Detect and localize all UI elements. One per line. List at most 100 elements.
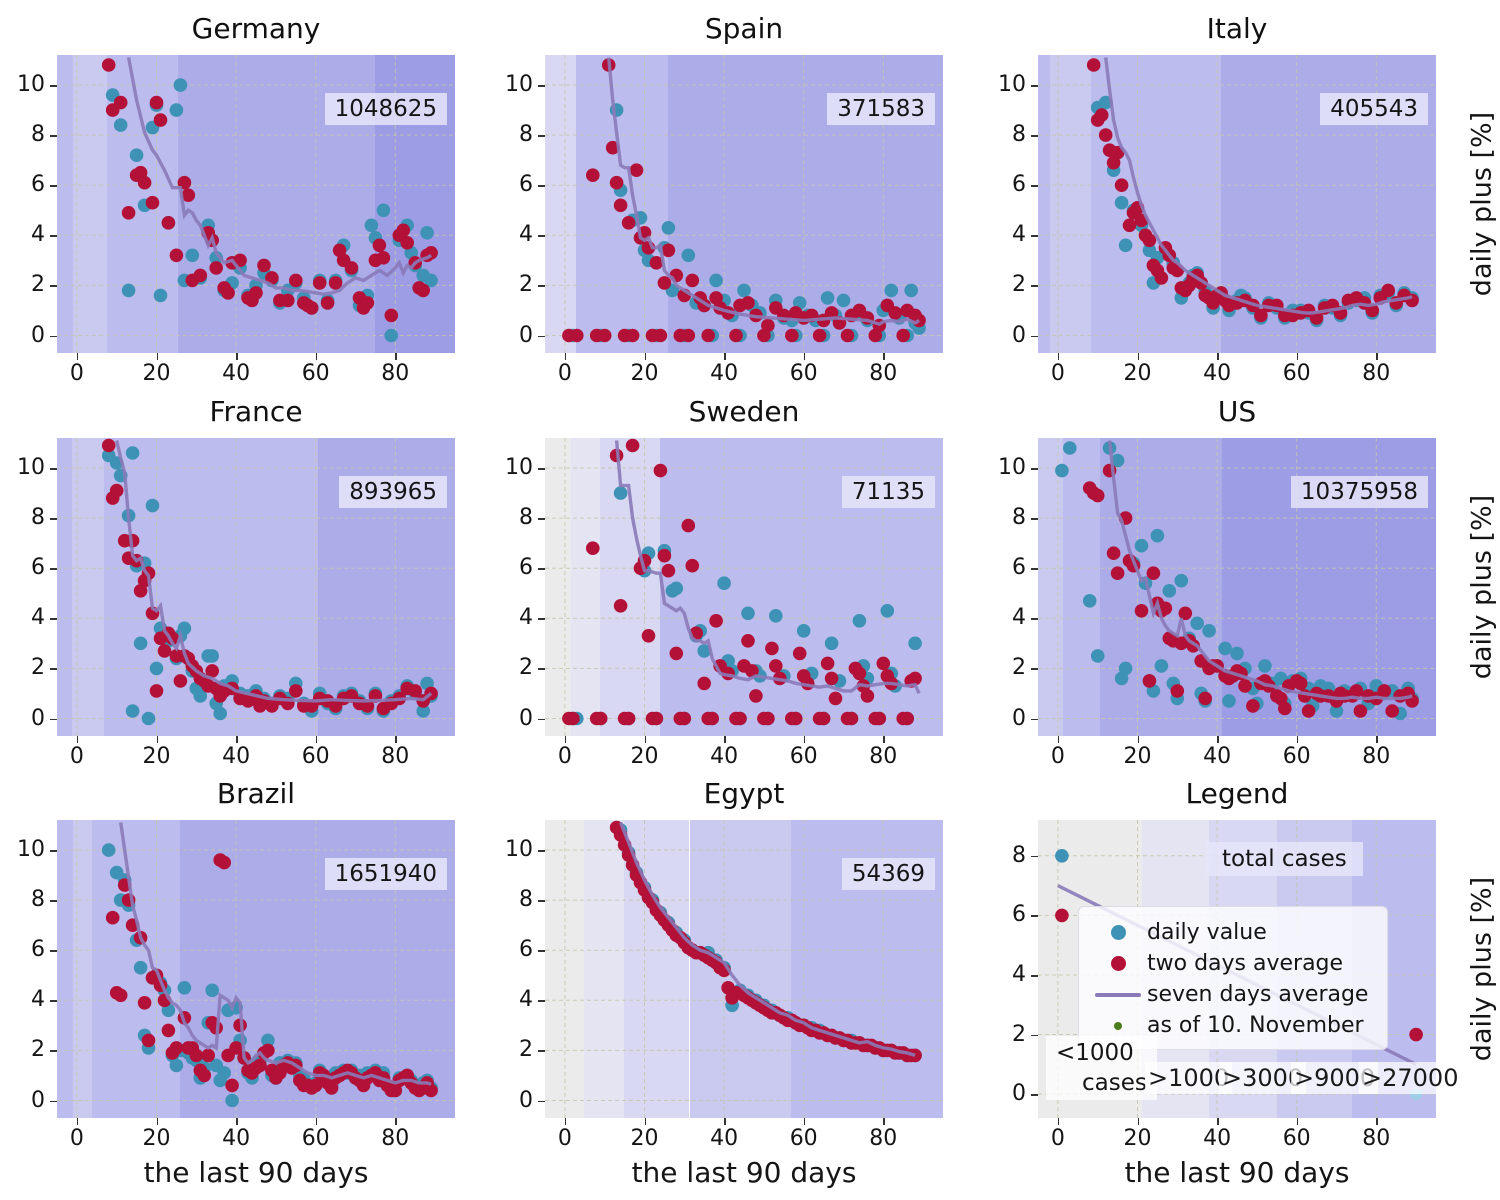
y-tick-label: 6: [519, 172, 533, 198]
x-tick-mark: [1217, 1118, 1219, 1125]
y-tick-mark: [50, 950, 57, 952]
y-tick-label: 0: [1012, 322, 1026, 348]
x-tick-mark: [883, 1118, 885, 1125]
x-tick-mark: [1376, 353, 1378, 360]
chart-title: Germany: [191, 12, 321, 45]
x-tick-label: 0: [1050, 1126, 1065, 1151]
x-tick-mark: [724, 736, 726, 743]
y-tick-label: 6: [519, 937, 533, 963]
case-threshold-band: [72, 55, 108, 353]
x-tick-label: 40: [710, 744, 739, 769]
y-tick-mark: [538, 185, 545, 187]
y-tick-mark: [538, 850, 545, 852]
y-tick-mark: [50, 1000, 57, 1002]
y-tick-mark: [50, 335, 57, 337]
case-threshold-band: [545, 438, 572, 736]
x-tick-label: 0: [69, 361, 84, 386]
y-tick-mark: [50, 618, 57, 620]
threshold-label: >27000: [1359, 1062, 1462, 1094]
x-tick-label: 60: [789, 744, 818, 769]
x-tick-mark: [236, 353, 238, 360]
plot-area: [57, 55, 455, 353]
two-day-average-dots: [562, 58, 926, 343]
x-tick-mark: [1137, 1118, 1139, 1125]
y-tick-label: 10: [998, 72, 1026, 98]
y-tick-label: 2: [31, 272, 45, 298]
x-tick-mark: [315, 1118, 318, 1125]
x-tick-label: 80: [1362, 1126, 1391, 1151]
x-tick-label: 40: [222, 361, 251, 386]
y-tick-label: 6: [1012, 172, 1026, 198]
y-tick-label: 10: [17, 837, 45, 863]
legend-entry-label: daily value: [1147, 920, 1267, 945]
x-tick-label: 40: [1203, 361, 1232, 386]
chart-title: Brazil: [216, 777, 296, 810]
y-tick-mark: [1031, 568, 1038, 570]
y-tick-mark: [50, 900, 57, 902]
legend-entry: two days average: [1089, 948, 1373, 979]
y-tick-mark: [1031, 1094, 1038, 1096]
seven-day-average-line: [119, 822, 432, 1086]
y-tick-mark: [50, 850, 57, 852]
seven-day-average-line-swatch: [1095, 992, 1141, 997]
x-tick-mark: [803, 736, 806, 743]
x-tick-mark: [315, 736, 318, 743]
x-tick-label: 80: [1362, 361, 1391, 386]
x-tick-label: 0: [69, 1126, 84, 1151]
y-tick-label: 2: [31, 1037, 45, 1063]
x-tick-mark: [803, 1118, 806, 1125]
x-axis-label: the last 90 days: [631, 1156, 857, 1189]
y-tick-mark: [50, 468, 57, 470]
x-tick-label: 20: [630, 744, 659, 769]
seven-day-average-line: [115, 440, 433, 703]
x-tick-label: 40: [710, 361, 739, 386]
chart-svg: [57, 820, 455, 1118]
x-tick-mark: [1057, 353, 1060, 360]
x-tick-label: 20: [142, 1126, 171, 1151]
y-tick-mark: [1031, 285, 1038, 287]
chart-svg: [545, 438, 943, 736]
y-tick-mark: [50, 518, 57, 520]
y-tick-mark: [1031, 335, 1038, 337]
y-tick-mark: [1031, 185, 1038, 187]
y-tick-label: 0: [1012, 705, 1026, 731]
y-tick-label: 0: [31, 705, 45, 731]
plot-area: [1038, 438, 1436, 736]
y-tick-label: 0: [31, 322, 45, 348]
y-tick-mark: [538, 718, 545, 720]
x-tick-mark: [76, 736, 79, 743]
y-tick-label: 2: [519, 1037, 533, 1063]
x-tick-label: 60: [301, 1126, 330, 1151]
case-threshold-band: [689, 820, 791, 1118]
y-tick-mark: [538, 285, 545, 287]
y-tick-mark: [50, 568, 57, 570]
y-tick-label: 8: [1012, 122, 1026, 148]
seven_day-legend-marker: [1089, 992, 1147, 997]
y-tick-label: 0: [1012, 1081, 1026, 1107]
chart-svg: [57, 438, 455, 736]
chart-title: France: [209, 395, 303, 428]
case-threshold-band: [545, 55, 576, 353]
y-tick-mark: [50, 185, 57, 187]
x-tick-mark: [236, 736, 238, 743]
under-1000-note-line2: cases: [1082, 1070, 1147, 1096]
case-threshold-band: [57, 820, 73, 1118]
x-tick-mark: [156, 1118, 158, 1125]
x-tick-label: 60: [1282, 744, 1311, 769]
y-tick-mark: [1031, 85, 1038, 87]
y-tick-label: 8: [519, 505, 533, 531]
two-day-average-dots: [1055, 908, 1423, 1042]
case-threshold-band: [571, 438, 600, 736]
case-threshold-band: [1038, 55, 1050, 353]
legend-entry: daily value: [1089, 917, 1373, 948]
x-tick-mark: [1057, 1118, 1060, 1125]
y-tick-label: 8: [519, 122, 533, 148]
x-tick-mark: [1137, 736, 1139, 743]
y-tick-label: 6: [31, 937, 45, 963]
x-tick-mark: [156, 353, 158, 360]
x-tick-mark: [395, 1118, 397, 1125]
y-tick-mark: [1031, 618, 1038, 620]
x-axis-label: the last 90 days: [143, 1156, 369, 1189]
y-tick-label: 2: [1012, 655, 1026, 681]
y-tick-mark: [1031, 235, 1038, 237]
